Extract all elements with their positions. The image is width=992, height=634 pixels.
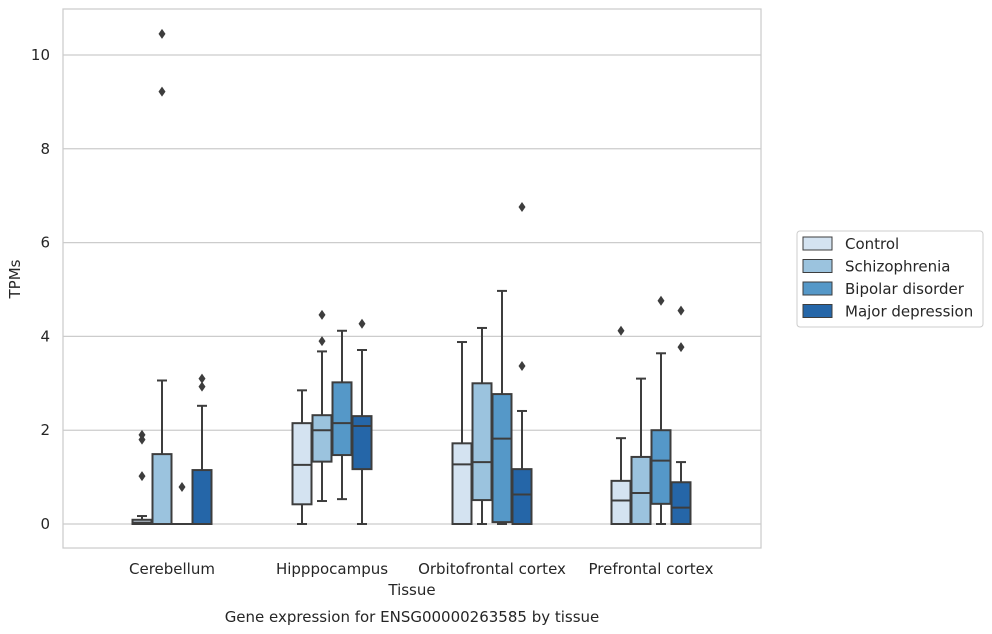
x-axis-label: Tissue	[387, 581, 435, 599]
y-tick-label: 2	[40, 421, 50, 439]
box-body	[670, 481, 692, 526]
series-schizophrenia	[151, 28, 652, 526]
box	[511, 201, 533, 526]
series-control	[131, 325, 632, 525]
outlier-point	[318, 309, 326, 320]
outlier-point	[178, 481, 186, 492]
legend-swatch	[802, 281, 833, 296]
box	[351, 318, 373, 525]
legend-label: Control	[845, 235, 899, 253]
y-tick-label: 4	[40, 327, 50, 345]
box-body	[291, 422, 313, 506]
legend-swatch	[802, 304, 833, 318]
x-tick-label: Hipppocampus	[276, 560, 388, 578]
y-tick-label: 10	[31, 46, 50, 64]
box-body	[331, 381, 353, 457]
box	[451, 341, 473, 525]
legend-label: Major depression	[845, 303, 973, 321]
box-body	[451, 442, 473, 525]
legend: Control Schizophrenia Bipolar disorder Majo…	[796, 230, 984, 328]
box-body	[311, 414, 333, 463]
box	[610, 325, 632, 525]
outlier-point	[198, 373, 206, 384]
box	[291, 389, 313, 525]
legend-label: Bipolar disorder	[845, 280, 965, 298]
y-axis-label: TPMs	[6, 259, 24, 299]
outlier-point	[657, 295, 665, 306]
y-tick-label: 6	[40, 234, 50, 252]
box-body	[630, 455, 652, 526]
outlier-point	[518, 201, 526, 212]
box	[151, 28, 173, 525]
outlier-point	[318, 336, 326, 347]
outlier-point	[198, 381, 206, 392]
box-body	[491, 393, 513, 524]
x-tick-label: Orbitofrontal cortex	[418, 560, 566, 578]
legend-swatch	[802, 259, 833, 273]
box-body	[191, 469, 213, 526]
outlier-point	[138, 429, 146, 440]
legend-swatch	[802, 236, 833, 251]
outlier-point	[617, 325, 625, 336]
outlier-point	[358, 318, 366, 329]
y-tick-label: 8	[40, 140, 50, 158]
outlier-point	[138, 471, 146, 482]
box	[331, 329, 353, 501]
box	[171, 481, 193, 526]
box-series	[131, 28, 692, 526]
box-body	[471, 382, 493, 502]
y-axis-ticks: 0 2 4 6 8 10	[31, 46, 50, 533]
outlier-point	[677, 342, 685, 353]
series-bipolar-disorder	[171, 289, 672, 526]
box	[471, 326, 493, 525]
box-body	[650, 429, 672, 505]
legend-frame	[796, 230, 984, 328]
box	[630, 377, 652, 526]
chart-title: Gene expression for ENSG00000263585 by t…	[225, 608, 600, 626]
box-body	[351, 415, 373, 471]
outlier-point	[518, 360, 526, 371]
outlier-point	[158, 86, 166, 97]
legend-label: Schizophrenia	[845, 258, 950, 276]
box	[491, 289, 513, 525]
box-body	[511, 468, 533, 526]
box	[191, 373, 213, 526]
x-tick-label: Prefrontal cortex	[589, 560, 714, 578]
box-body	[610, 479, 632, 525]
box	[311, 309, 333, 503]
x-axis-ticks: Cerebellum Hipppocampus Orbitofrontal cort…	[129, 560, 714, 578]
outlier-point	[677, 305, 685, 316]
box	[131, 429, 153, 525]
series-major-depression	[191, 201, 692, 526]
outlier-point	[158, 28, 166, 39]
box	[670, 305, 692, 526]
y-tick-label: 0	[40, 515, 50, 533]
plot-frame	[62, 8, 762, 549]
box-body	[151, 453, 173, 525]
box	[650, 295, 672, 525]
x-tick-label: Cerebellum	[129, 560, 215, 578]
